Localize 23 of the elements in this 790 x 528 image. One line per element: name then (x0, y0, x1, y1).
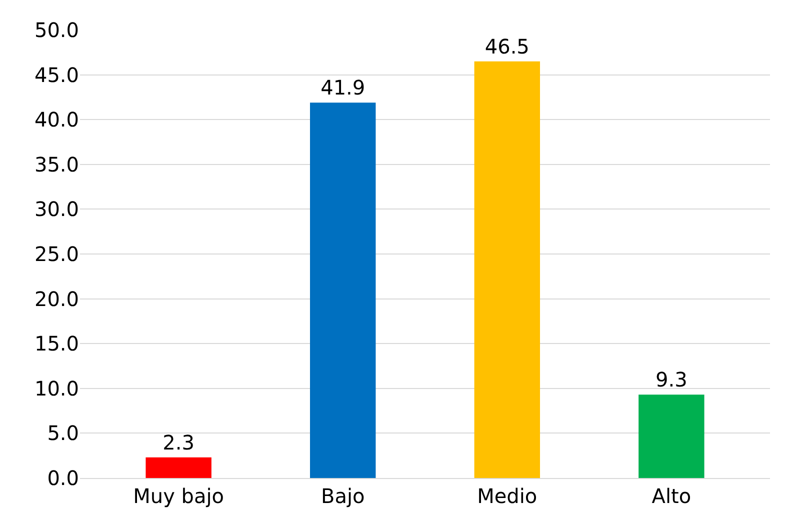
data-label: 2.3 (162, 430, 194, 454)
y-tick-label: 30.0 (34, 197, 79, 222)
y-tick-label: 5.0 (47, 421, 79, 446)
data-label: 9.3 (656, 368, 688, 392)
bar (310, 102, 376, 478)
y-tick-label: 40.0 (34, 108, 79, 132)
y-tick-label: 0.0 (47, 466, 79, 490)
y-tick-label: 10.0 (34, 376, 79, 400)
x-tick-label: Alto (652, 484, 692, 508)
y-tick-label: 25.0 (34, 242, 79, 266)
y-tick-label: 45.0 (34, 62, 79, 87)
bar (638, 394, 704, 478)
y-tick-label: 35.0 (34, 152, 79, 176)
y-tick-label: 15.0 (34, 332, 79, 356)
data-label: 41.9 (320, 76, 366, 100)
data-label: 46.5 (484, 34, 530, 58)
bar (474, 61, 540, 478)
x-tick-label: Bajo (320, 484, 365, 508)
y-tick-label: 20.0 (34, 286, 79, 311)
x-tick-label: Muy bajo (133, 484, 224, 508)
bar (146, 457, 212, 478)
x-tick-label: Medio (477, 484, 538, 508)
y-tick-label: 50.0 (34, 18, 79, 42)
